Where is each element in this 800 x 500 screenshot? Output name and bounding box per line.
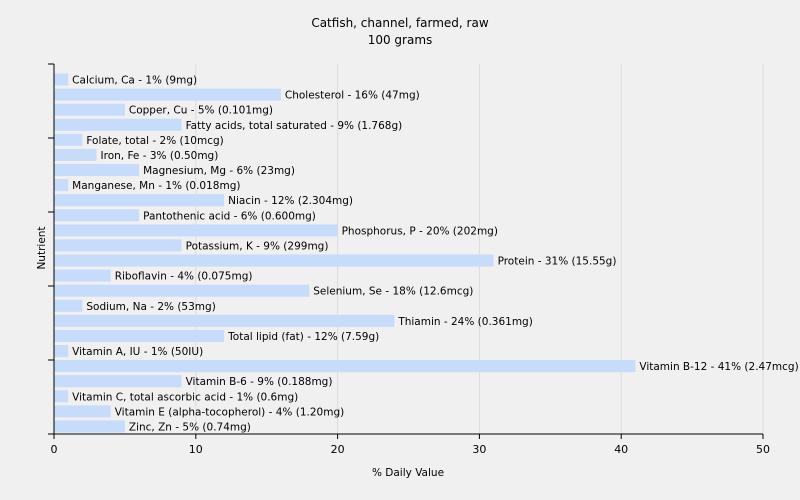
bar-label: Total lipid (fat) - 12% (7.59g) xyxy=(227,331,379,343)
y-axis-label: Nutrient xyxy=(36,226,48,269)
bar xyxy=(54,103,125,116)
bars-group: Calcium, Ca - 1% (9mg) Cholesterol - 16% … xyxy=(54,73,799,433)
bar xyxy=(54,405,111,418)
bar xyxy=(54,73,69,86)
bar-label: Manganese, Mn - 1% (0.018mg) xyxy=(72,180,240,192)
bar-label: Vitamin B-12 - 41% (2.47mcg) xyxy=(639,361,798,373)
bar-label: Iron, Fe - 3% (0.50mg) xyxy=(101,150,219,162)
bar-label: Vitamin C, total ascorbic acid - 1% (0.6… xyxy=(72,391,298,403)
bar xyxy=(54,179,69,192)
bar-label: Zinc, Zn - 5% (0.74mg) xyxy=(129,421,251,433)
bar xyxy=(54,420,125,433)
bar-label: Niacin - 12% (2.304mg) xyxy=(228,195,353,207)
bar xyxy=(54,239,182,252)
bar xyxy=(54,254,494,267)
bar-label: Vitamin B-6 - 9% (0.188mg) xyxy=(186,376,333,388)
bar xyxy=(54,118,182,131)
bar xyxy=(54,345,69,358)
bar xyxy=(54,88,281,101)
bar xyxy=(54,314,395,327)
bar xyxy=(54,329,225,342)
bar-label: Cholesterol - 16% (47mg) xyxy=(285,90,420,102)
bar-label: Vitamin E (alpha-tocopherol) - 4% (1.20m… xyxy=(115,406,345,418)
x-axis-label: % Daily Value xyxy=(372,467,444,479)
bar-label: Sodium, Na - 2% (53mg) xyxy=(86,301,215,313)
bar-label: Selenium, Se - 18% (12.6mcg) xyxy=(313,286,473,298)
bar xyxy=(54,375,182,388)
bar-label: Pantothenic acid - 6% (0.600mg) xyxy=(143,210,316,222)
bar xyxy=(54,209,140,222)
bar xyxy=(54,148,97,161)
chart-title: Catfish, channel, farmed, raw xyxy=(311,16,489,30)
bar xyxy=(54,360,636,373)
bar-label: Potassium, K - 9% (299mg) xyxy=(186,240,329,252)
bar xyxy=(54,269,111,282)
bar-label: Fatty acids, total saturated - 9% (1.768… xyxy=(186,120,403,132)
bar xyxy=(54,390,69,403)
bar-label: Vitamin A, IU - 1% (50IU) xyxy=(72,346,203,358)
bar-label: Calcium, Ca - 1% (9mg) xyxy=(72,75,197,87)
bar-label: Riboflavin - 4% (0.075mg) xyxy=(115,271,253,283)
bar-label: Folate, total - 2% (10mcg) xyxy=(86,135,223,147)
bar xyxy=(54,284,310,297)
x-tick-label: 20 xyxy=(331,443,345,456)
x-tick-label: 0 xyxy=(51,443,58,456)
bar xyxy=(54,133,83,146)
bar-label: Phosphorus, P - 20% (202mg) xyxy=(342,225,498,237)
bar-label: Copper, Cu - 5% (0.101mg) xyxy=(129,105,273,117)
bar xyxy=(54,164,140,177)
chart-subtitle: 100 grams xyxy=(368,33,433,47)
grid-lines xyxy=(195,64,764,434)
x-tick-label: 50 xyxy=(756,443,770,456)
x-tick-label: 40 xyxy=(614,443,628,456)
bar-label: Thiamin - 24% (0.361mg) xyxy=(397,316,533,328)
bar-label: Magnesium, Mg - 6% (23mg) xyxy=(143,165,295,177)
bar-label: Protein - 31% (15.55g) xyxy=(498,256,617,268)
axes-group: 0 10 20 30 40 50 xyxy=(48,63,770,456)
bar xyxy=(54,224,338,237)
bar xyxy=(54,194,225,207)
x-tick-label: 10 xyxy=(189,443,203,456)
bar xyxy=(54,299,83,312)
x-tick-label: 30 xyxy=(472,443,486,456)
